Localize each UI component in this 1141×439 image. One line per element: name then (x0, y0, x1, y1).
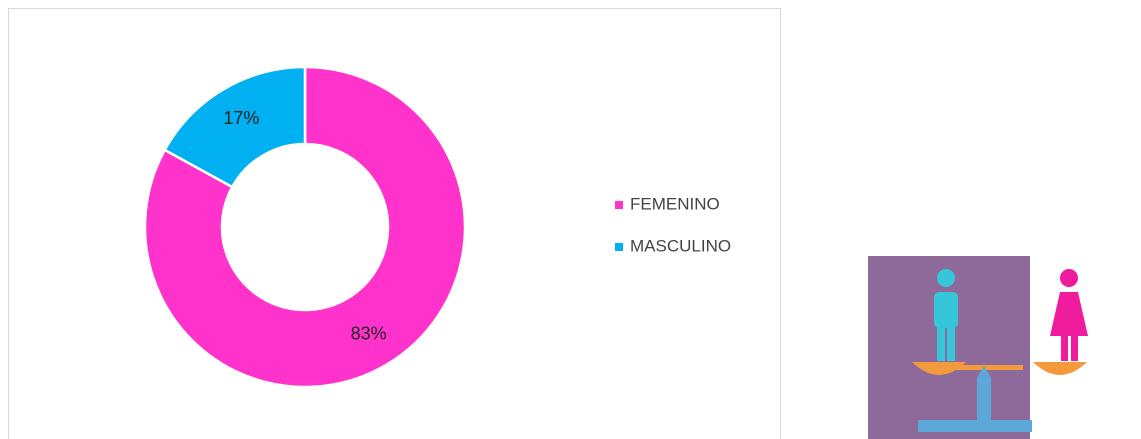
donut-segment (143, 65, 467, 389)
donut-segment (163, 65, 307, 189)
legend-label: MASCULINO (630, 236, 731, 255)
data-label: 17% (223, 108, 259, 128)
data-label: 83% (351, 323, 387, 343)
legend-label: FEMENINO (630, 194, 720, 213)
legend-swatch (615, 243, 623, 251)
gender-illustration (868, 256, 1088, 439)
legend-swatch (615, 201, 623, 209)
